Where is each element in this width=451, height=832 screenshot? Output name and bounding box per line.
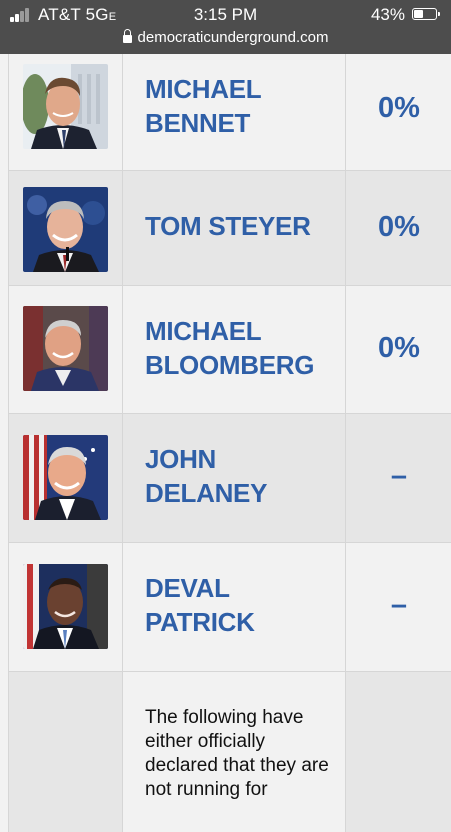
- photo-cell: [8, 286, 122, 413]
- photo-cell: [8, 171, 122, 285]
- percent-cell: –: [345, 543, 451, 671]
- photo-cell: [8, 672, 122, 832]
- table-row: The following have either officially dec…: [8, 672, 451, 832]
- clock: 3:15 PM: [193, 5, 258, 24]
- table-row: MICHAEL BENNET 0%: [8, 54, 451, 171]
- network-type: 5G: [85, 5, 109, 24]
- name-cell: JOHN DELANEY: [122, 414, 345, 542]
- candidate-photo: [23, 306, 108, 391]
- network-suffix: E: [108, 11, 117, 23]
- carrier-label: AT&T 5GE: [38, 4, 116, 28]
- candidate-table: MICHAEL BENNET 0%: [8, 54, 451, 832]
- percent-cell: 0%: [345, 286, 451, 413]
- name-cell: TOM STEYER: [122, 171, 345, 285]
- candidate-photo: [23, 435, 108, 520]
- table-row: JOHN DELANEY –: [8, 414, 451, 543]
- candidate-percent: 0%: [378, 92, 420, 124]
- candidate-name[interactable]: JOHN DELANEY: [145, 444, 268, 508]
- candidate-percent: 0%: [378, 211, 420, 243]
- table-row: DEVAL PATRICK –: [8, 543, 451, 672]
- carrier-name: AT&T: [38, 5, 81, 24]
- candidate-percent: –: [390, 589, 408, 621]
- percent-cell: 0%: [345, 171, 451, 285]
- candidate-photo: [23, 564, 108, 649]
- status-bar: AT&T 5GE 3:15 PM 43% democraticundergrou…: [0, 0, 451, 54]
- photo-cell: [8, 414, 122, 542]
- name-cell: DEVAL PATRICK: [122, 543, 345, 671]
- photo-cell: [8, 543, 122, 671]
- photo-cell: [8, 54, 122, 170]
- percent-cell: [345, 672, 451, 832]
- table-row: MICHAEL BLOOMBERG 0%: [8, 286, 451, 414]
- candidate-percent: –: [390, 460, 408, 492]
- battery-icon: [412, 8, 440, 20]
- candidate-photo: [23, 187, 108, 272]
- table-row: TOM STEYER 0%: [8, 171, 451, 286]
- candidate-name[interactable]: MICHAEL BENNET: [145, 74, 262, 138]
- percent-cell: –: [345, 414, 451, 542]
- name-cell: MICHAEL BLOOMBERG: [122, 286, 345, 413]
- battery-percent: 43%: [370, 5, 405, 24]
- candidate-name[interactable]: MICHAEL BLOOMBERG: [145, 316, 315, 380]
- candidate-percent: 0%: [378, 332, 420, 364]
- address-bar[interactable]: democraticunderground.com: [0, 28, 451, 48]
- candidate-name[interactable]: DEVAL PATRICK: [145, 573, 255, 637]
- note-text: The following have either officially dec…: [145, 707, 329, 800]
- candidate-name[interactable]: TOM STEYER: [145, 211, 311, 241]
- url-text[interactable]: democraticunderground.com: [137, 29, 329, 46]
- status-row: AT&T 5GE 3:15 PM 43%: [0, 4, 451, 26]
- lock-icon: [122, 29, 132, 43]
- percent-cell: 0%: [345, 54, 451, 170]
- name-cell: The following have either officially dec…: [122, 672, 345, 832]
- signal-strength-icon: [10, 8, 34, 22]
- name-cell: MICHAEL BENNET: [122, 54, 345, 170]
- candidate-photo: [23, 64, 108, 149]
